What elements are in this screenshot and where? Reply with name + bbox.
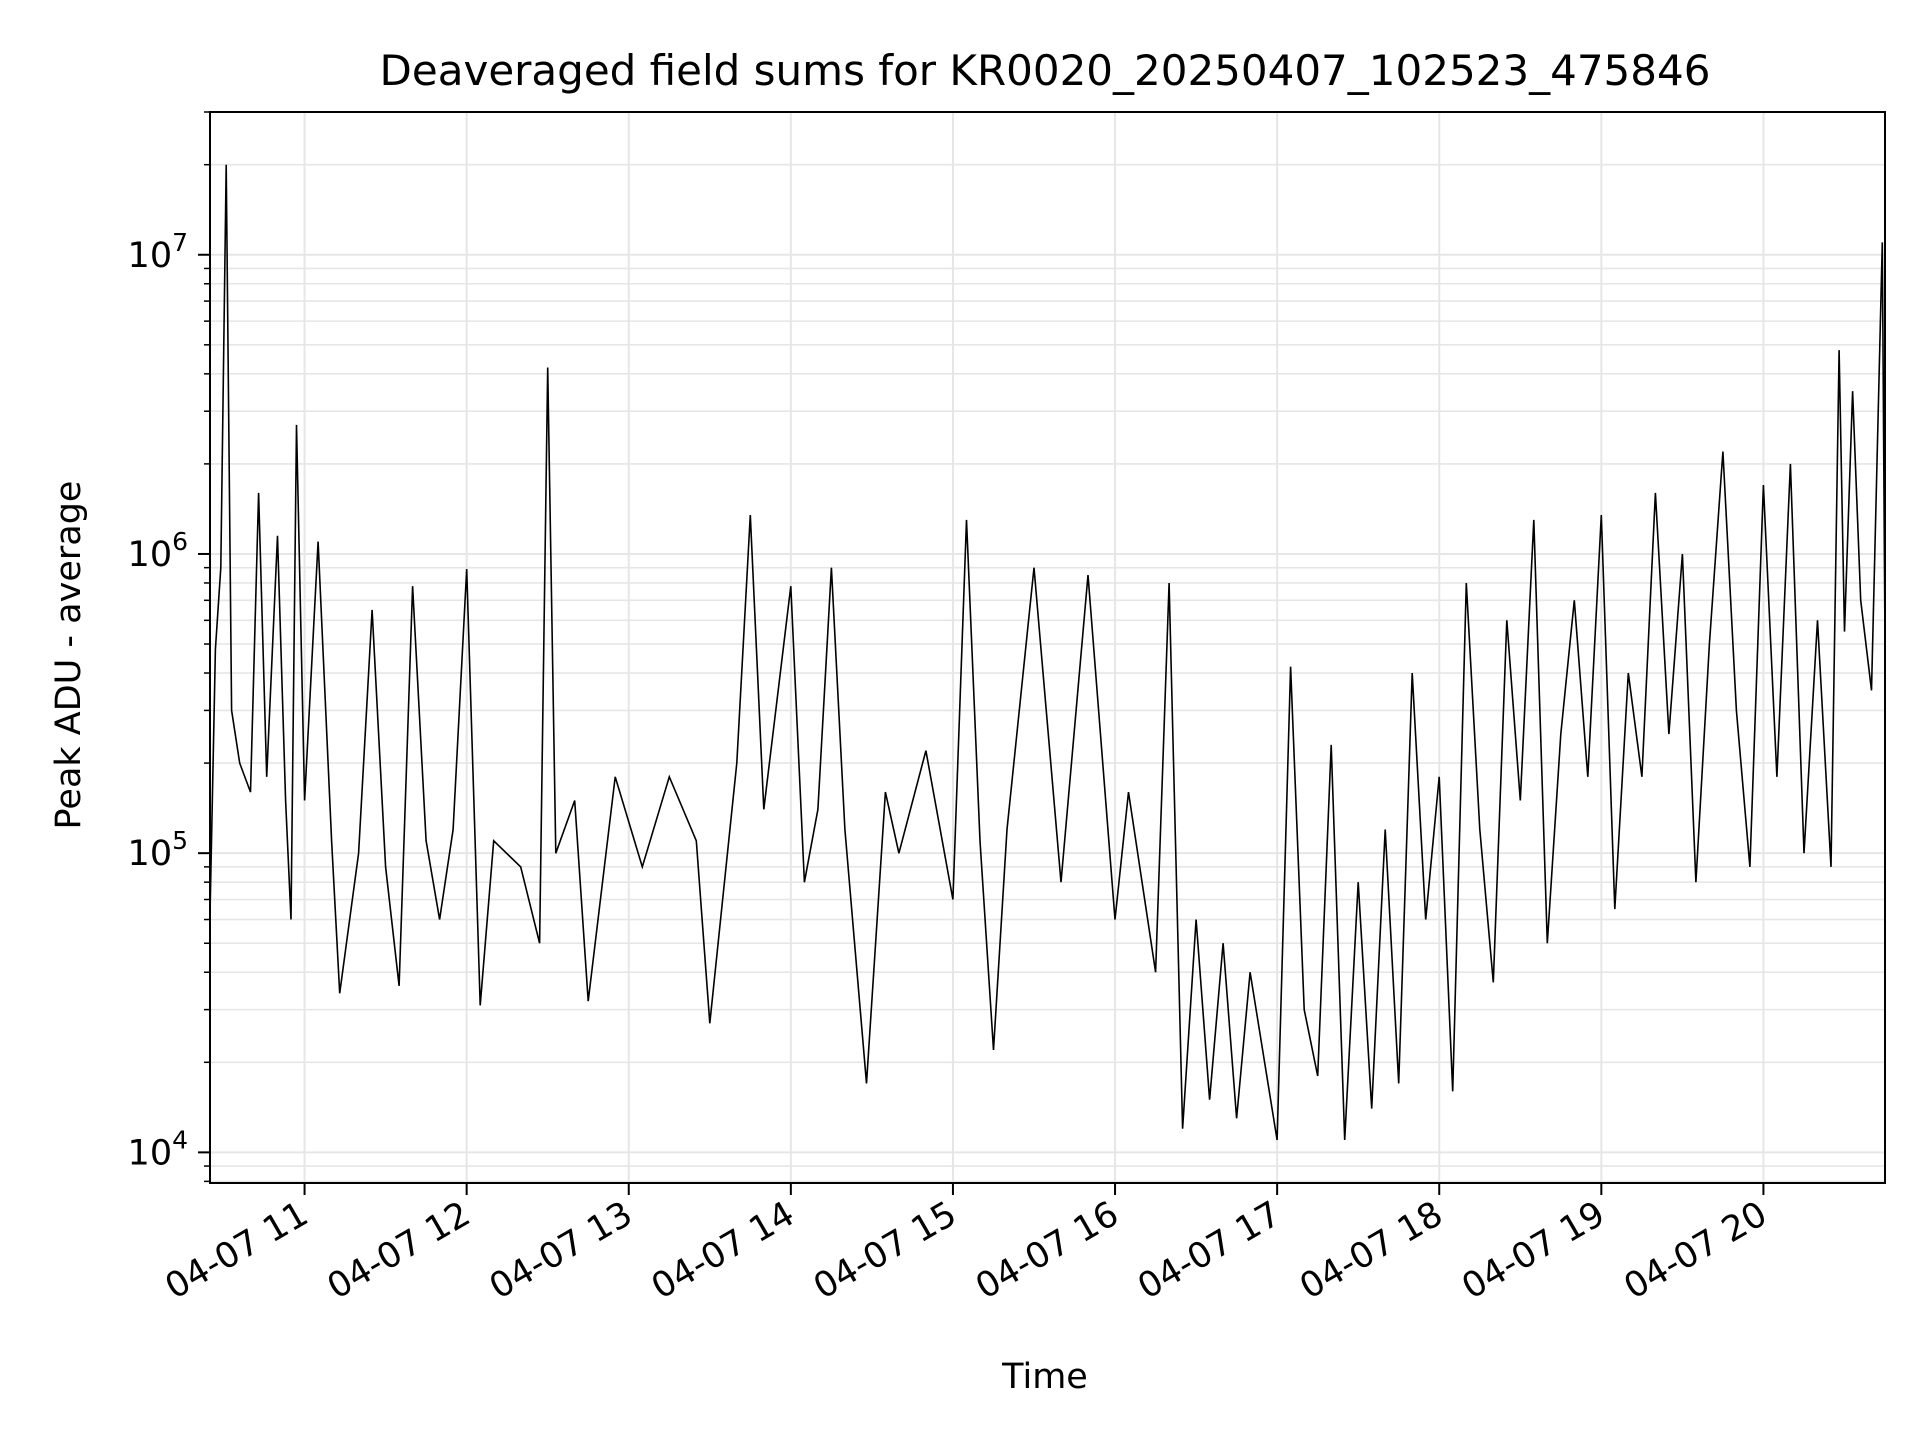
y-axis-ticks: 104 105 106 107 [128, 111, 210, 1183]
y-axis-label: Peak ADU - average [49, 481, 89, 830]
x-axis-label: Time [1001, 1357, 1088, 1397]
series-line [209, 164, 1886, 1141]
plot-frame [209, 111, 1886, 1184]
y-tick-label: 104 [128, 1125, 188, 1173]
y-tick-label: 106 [128, 527, 188, 575]
y-tick-label: 107 [128, 228, 188, 276]
series-layer [209, 164, 1886, 1141]
chart-title: Deaveraged field sums for KR0020_2025040… [380, 46, 1711, 95]
grid [210, 111, 1885, 1183]
y-tick-label: 105 [128, 826, 188, 874]
